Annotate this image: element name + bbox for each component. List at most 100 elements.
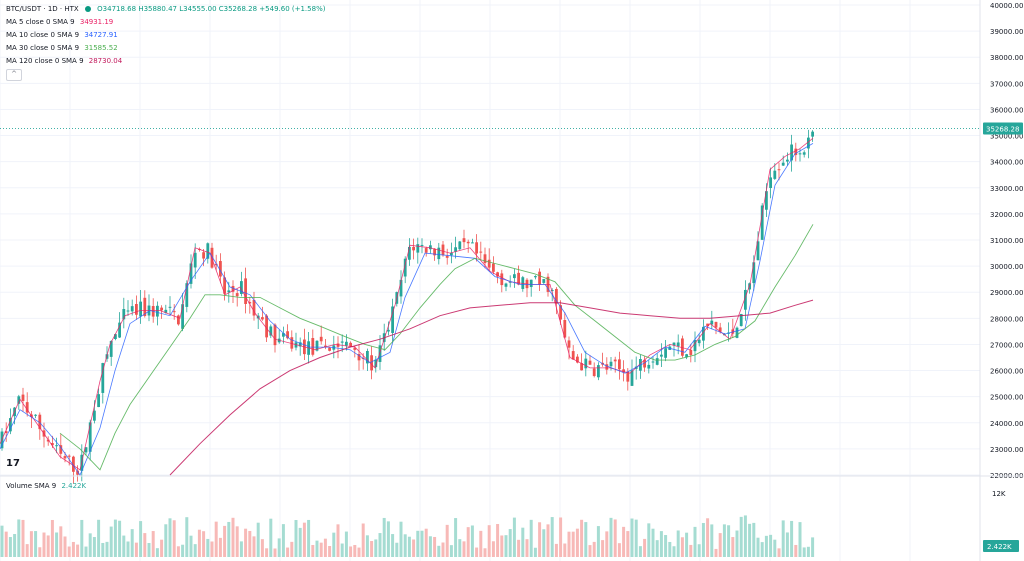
volume-bar [592,541,596,557]
symbol-row: BTC/USDT · 1D · HTX O34718.68 H35880.47 … [6,3,325,16]
volume-bar [802,547,806,557]
candle-body [345,341,348,346]
volume-bar [349,546,353,557]
candle-body [567,340,571,348]
volume-bar [4,531,8,557]
symbol-label[interactable]: BTC/USDT · 1D · HTX [6,5,79,13]
volume-bar [311,544,315,557]
candle-body [420,244,424,246]
volume-bar [466,527,470,557]
indicator-label: MA 120 close 0 SMA 9 [6,57,84,65]
volume-bar [105,541,109,557]
volume-bar [735,530,739,557]
candle-body [391,306,394,333]
candle-body [626,371,630,382]
volume-tag-label: 2.422K [987,543,1012,551]
candle-body [374,359,378,368]
volume-bar [685,532,689,557]
volume-bar [412,539,416,557]
candle-body [109,340,113,357]
volume-bars [0,515,815,557]
volume-bar [386,521,390,557]
volume-legend[interactable]: Volume SMA 9 2.422K [6,482,86,490]
candle-body [483,254,487,264]
candle-body [139,301,142,317]
volume-bar [34,531,38,557]
volume-bar [449,545,453,557]
candle-body [769,177,772,188]
candle-body [697,339,701,344]
candle-body [160,307,163,311]
candle-body [282,333,285,337]
candle-body [72,456,75,472]
candle-body [122,309,126,320]
candle-body [433,248,436,256]
candle-body [542,279,546,283]
indicator-ma10[interactable]: MA 10 close 0 SMA 9 34727.91 [6,29,325,42]
volume-bar [244,528,248,557]
volume-bar [357,547,361,557]
indicator-ma5[interactable]: MA 5 close 0 SMA 9 34931.19 [6,16,325,29]
indicator-label: MA 10 close 0 SMA 9 [6,31,80,39]
candle-body [181,304,184,329]
volume-bar [143,533,147,557]
volume-bar [403,534,407,557]
candle-body [563,320,567,338]
volume-bar [336,524,340,557]
volume-bar [227,521,231,557]
candle-body [135,303,138,315]
candle-body [51,443,54,446]
volume-bar [273,548,277,557]
candle-body [298,342,302,347]
volume-bar [731,537,735,557]
candle-body [710,320,714,325]
collapse-legend-icon[interactable]: ^ [6,69,22,81]
candle-body [311,338,315,355]
indicator-label: MA 5 close 0 SMA 9 [6,18,75,26]
volume-bar [265,548,269,557]
candle-body [97,394,100,408]
candle-body [219,261,222,277]
candle-body [576,356,579,363]
candle-body [84,447,88,453]
candle-body [571,351,575,360]
volume-bar [307,519,311,557]
candle-body [529,279,533,288]
price-tick-label: 28000.00 [990,315,1023,323]
volume-bar [441,542,445,557]
candle-body [765,191,768,210]
volume-bar [512,517,516,557]
candle-body [424,248,428,253]
candle-body [206,243,210,259]
volume-bar [668,541,672,557]
indicator-ma30[interactable]: MA 30 close 0 SMA 9 31585.52 [6,42,325,55]
candle-body [756,241,760,261]
candle-body [597,365,600,378]
price-tick-label: 30000.00 [990,263,1023,271]
price-tick-label: 26000.00 [990,368,1023,376]
indicator-ma120[interactable]: MA 120 close 0 SMA 9 28730.04 [6,55,325,68]
candle-body [643,359,646,368]
candle-body [672,342,676,346]
candle-body [689,349,693,355]
volume-bar [580,519,584,557]
candle-body [269,326,273,336]
candle-body [664,348,667,358]
candle-body [265,315,268,338]
ma5-line [0,137,814,471]
price-tick-label: 34000.00 [990,159,1023,167]
volume-bar [302,522,306,557]
tradingview-logo[interactable]: 17 [6,458,20,469]
volume-bar [622,526,626,557]
last-price-marker: 35268.28 2.422K [0,122,1023,552]
candle-body [584,358,588,369]
candle-body [752,262,756,284]
volume-bar [609,517,613,557]
volume-bar [160,539,164,557]
volume-bar [756,537,760,557]
volume-bar [550,517,554,557]
volume-bar [718,533,722,557]
candle-body [357,353,361,361]
volume-bar [323,538,327,557]
